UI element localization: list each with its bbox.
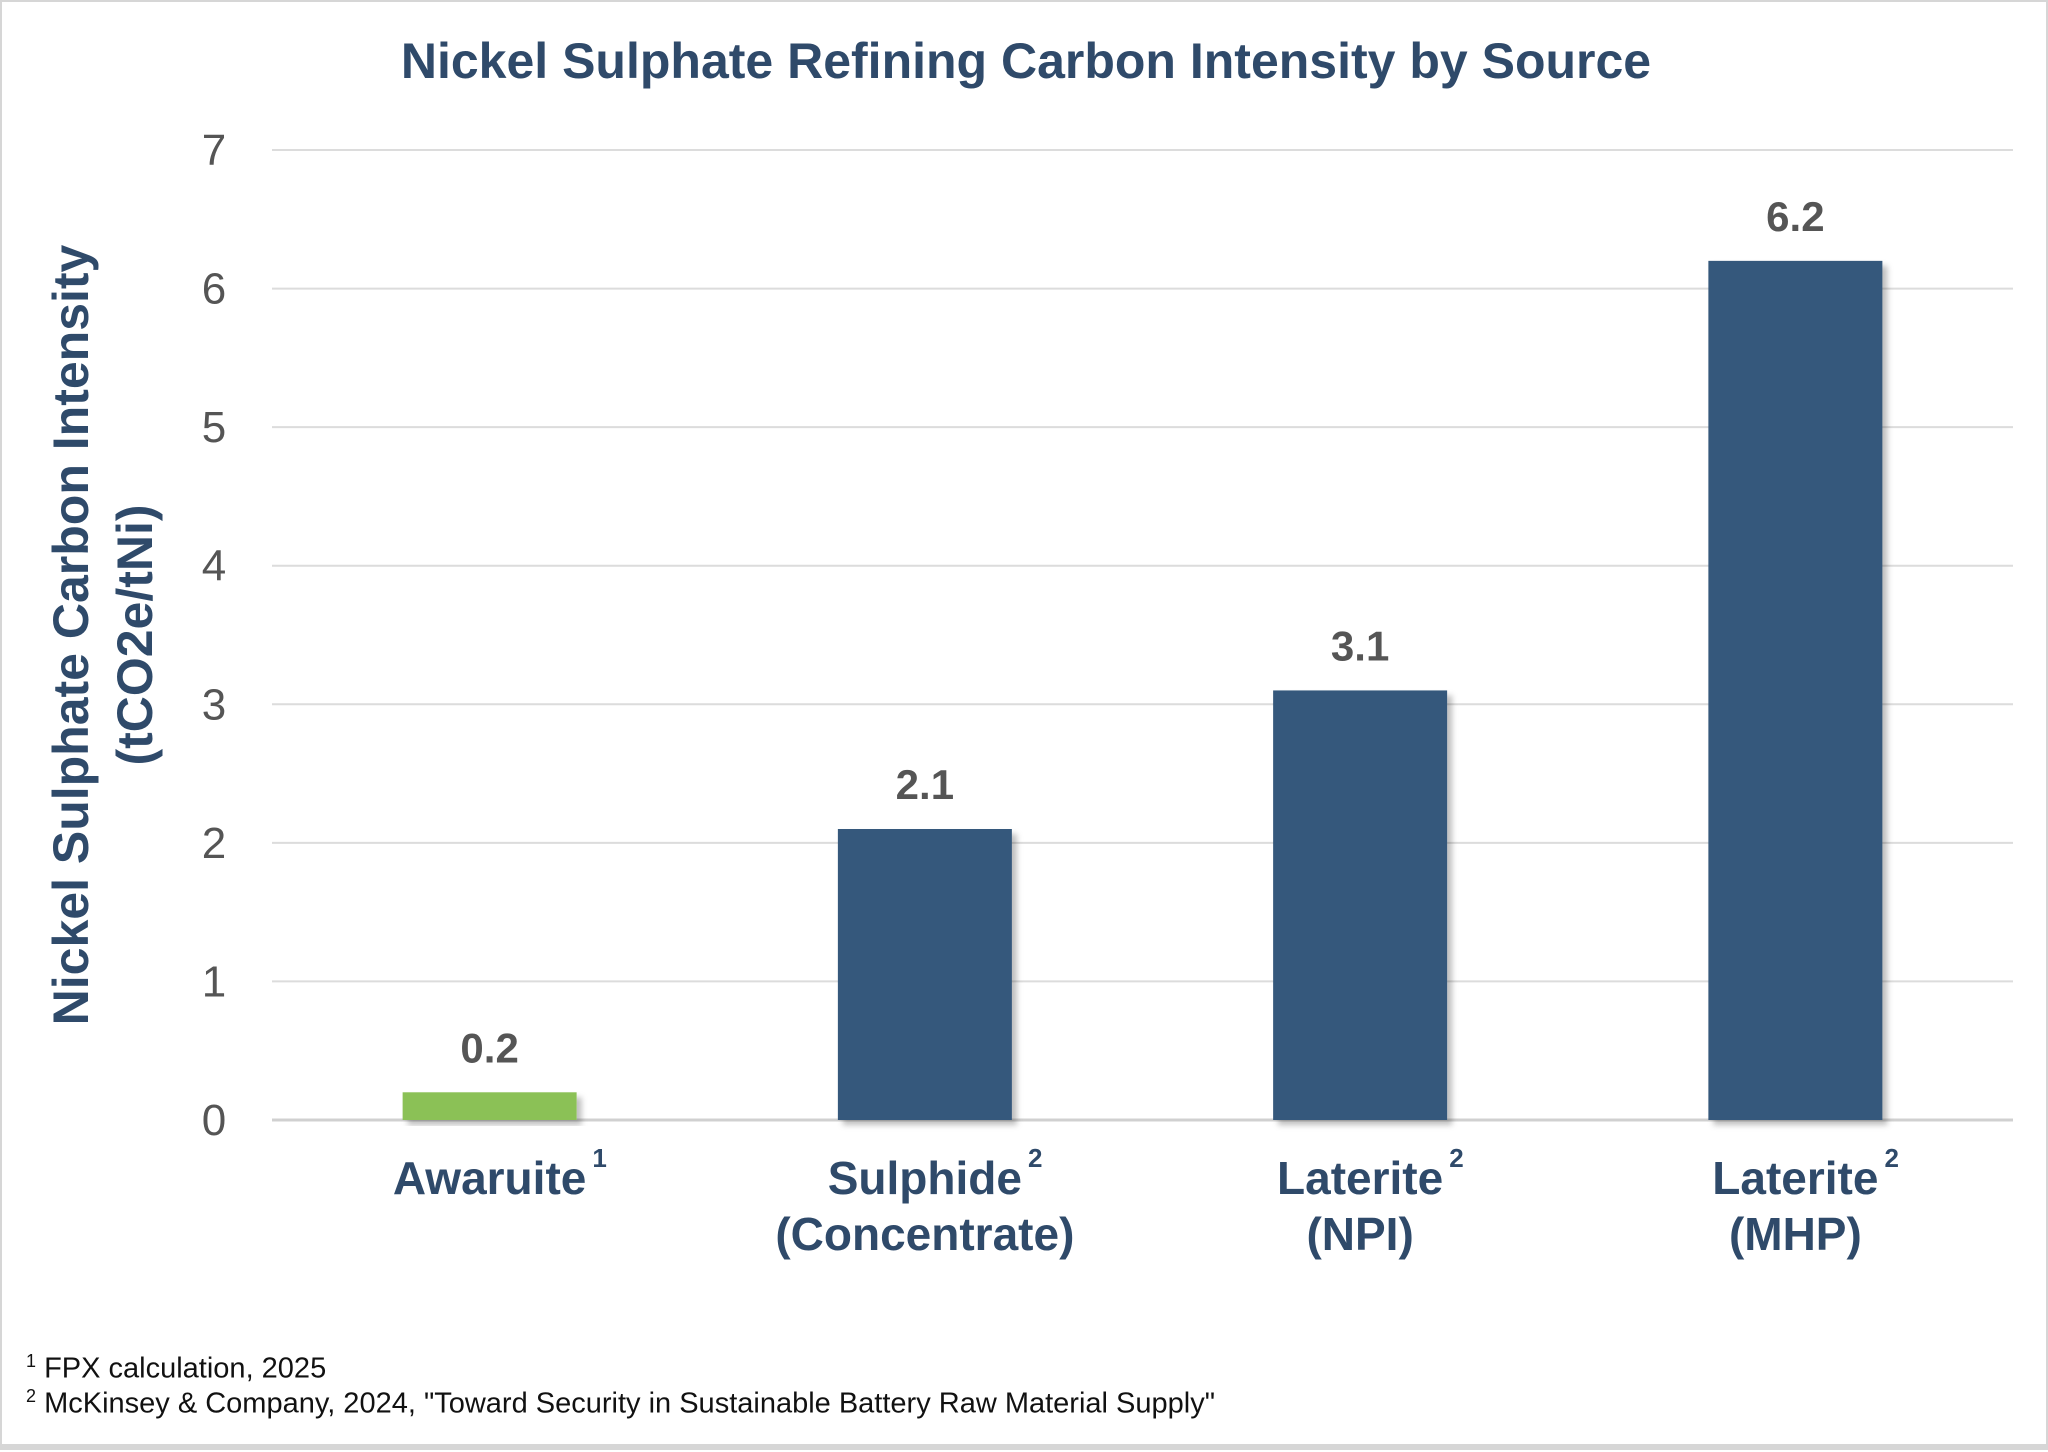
x-category-superscript: 1 — [592, 1143, 606, 1173]
y-axis-label-line1: Nickel Sulphate Carbon Intensity — [43, 244, 99, 1025]
footnote-2: 2 McKinsey & Company, 2024, "Toward Secu… — [26, 1386, 1215, 1421]
footnote-1: 1 FPX calculation, 2025 — [26, 1351, 326, 1386]
data-label: 0.2 — [460, 1024, 518, 1071]
x-category-label: Laterite — [1277, 1152, 1443, 1204]
y-tick-label: 3 — [202, 680, 226, 729]
chart-title: Nickel Sulphate Refining Carbon Intensit… — [401, 33, 1651, 89]
y-axis-label-line2: (tCO2e/tNi) — [107, 504, 163, 765]
footnote-marker: 2 — [26, 1386, 37, 1406]
y-tick-label: 4 — [202, 542, 226, 591]
bar — [837, 829, 1012, 1120]
x-category-label: Sulphide — [828, 1152, 1022, 1204]
x-category-label: Laterite — [1712, 1152, 1878, 1204]
bars: 0.2 2.1 3.1 6.2 — [402, 193, 1883, 1120]
data-label: 3.1 — [1331, 622, 1389, 669]
y-tick-label: 5 — [202, 403, 226, 452]
x-category-label: (Concentrate) — [775, 1208, 1074, 1260]
x-axis-categories: Awaruite 1 Sulphide 2(Concentrate)Laterite 2… — [393, 1143, 1899, 1260]
bar — [1708, 260, 1883, 1120]
y-tick-label: 0 — [202, 1096, 226, 1145]
y-tick-label: 2 — [202, 819, 226, 868]
x-category-superscript: 2 — [1028, 1143, 1042, 1173]
y-axis-ticks: 0 1 2 3 4 5 6 7 — [202, 126, 226, 1145]
x-category-label: Awaruite — [393, 1152, 586, 1204]
y-tick-label: 7 — [202, 126, 226, 175]
bar — [1273, 690, 1448, 1120]
bar — [402, 1092, 577, 1120]
x-category-superscript: 2 — [1884, 1143, 1898, 1173]
x-category-label: (MHP) — [1729, 1208, 1862, 1260]
footnote-text: FPX calculation, 2025 — [44, 1352, 327, 1385]
data-label: 6.2 — [1766, 193, 1824, 240]
footnote-text: McKinsey & Company, 2024, "Toward Securi… — [44, 1387, 1215, 1420]
footnote-marker: 1 — [26, 1351, 37, 1371]
x-category-superscript: 2 — [1449, 1143, 1463, 1173]
x-category-label: (NPI) — [1306, 1208, 1413, 1260]
data-label: 2.1 — [896, 761, 954, 808]
y-tick-label: 6 — [202, 265, 226, 314]
y-tick-label: 1 — [202, 957, 226, 1006]
